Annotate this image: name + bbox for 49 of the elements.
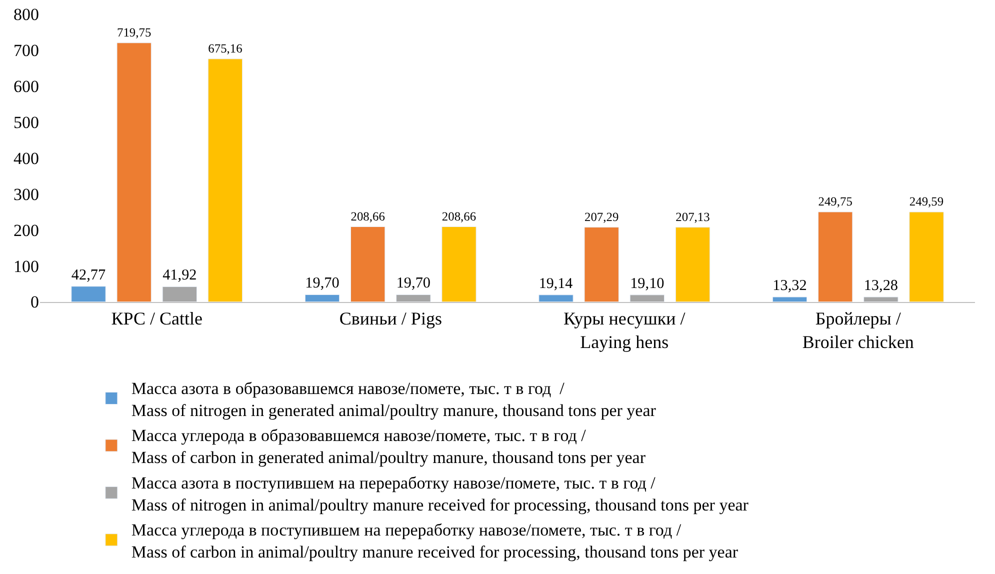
- y-tick-label: 600: [14, 76, 39, 96]
- bar: [538, 294, 574, 302]
- x-tick-label: Бройлеры / Broiler chicken: [802, 308, 914, 352]
- bar: [442, 226, 476, 302]
- bar: [772, 296, 808, 302]
- y-tick-label: 100: [14, 256, 39, 276]
- data-label: 13,32: [772, 277, 807, 294]
- data-label: 208,66: [350, 209, 385, 224]
- bar: [350, 226, 386, 302]
- data-label: 19,70: [396, 274, 431, 292]
- y-tick-label: 500: [14, 112, 39, 132]
- y-tick-label: 300: [14, 184, 39, 204]
- x-tick-label: Свиньи / Pigs: [339, 308, 442, 328]
- bar: [909, 212, 944, 302]
- data-label: 19,14: [538, 276, 574, 292]
- bar: [396, 294, 431, 302]
- x-tick-label: КРС / Cattle: [111, 308, 203, 328]
- bar: [162, 286, 198, 302]
- x-tick-label: Куры несушки / Laying hens: [563, 308, 686, 352]
- bar: [864, 296, 898, 302]
- data-label: 19,70: [305, 274, 340, 292]
- data-label: 13,28: [864, 277, 898, 294]
- data-label: 675,16: [208, 42, 242, 56]
- y-tick-label: 400: [14, 148, 39, 168]
- data-label: 208,66: [442, 209, 476, 224]
- bar: [116, 42, 152, 302]
- bar: [584, 226, 619, 302]
- data-label: 249,59: [909, 194, 944, 209]
- data-label: 207,29: [584, 210, 619, 224]
- data-label: 249,75: [818, 194, 852, 209]
- data-label: 42,77: [71, 266, 106, 284]
- data-label: 207,13: [676, 210, 710, 224]
- y-tick-label: 0: [30, 292, 39, 312]
- y-tick-label: 700: [14, 40, 39, 60]
- y-tick-label: 800: [14, 4, 39, 24]
- y-tick-label: 200: [14, 220, 39, 240]
- data-label: 19,10: [630, 274, 665, 292]
- bar: [818, 212, 853, 302]
- data-label: 41,92: [162, 266, 197, 284]
- legend-label: Масса азота в поступившем на переработку навозе/помете, тыс. т в год / Mass of nitrogen in animal/poultry manure received for processing, thousand tons per year: [131, 473, 749, 514]
- bar: [304, 294, 340, 302]
- legend-label: Масса углерода в образовавшемся навозе/помете, тыс. т в год / Mass of carbon in generated animal/poultry manure, thousand tons per year: [131, 426, 646, 468]
- data-label: 719,75: [117, 26, 152, 40]
- bar: [675, 227, 710, 302]
- bar: [630, 294, 665, 302]
- bar: [71, 286, 106, 302]
- bar: [208, 58, 243, 302]
- legend-label: Масса азота в образовавшемся навозе/помете, тыс. т в год / Mass of nitrogen in generated animal/poultry manure, thousand tons per year: [131, 378, 656, 420]
- legend-label: Масса углерода в поступившем на переработку навозе/помете, тыс. т в год / Mass of carbon in animal/poultry manure received for processing, thousand tons per year: [131, 520, 738, 562]
